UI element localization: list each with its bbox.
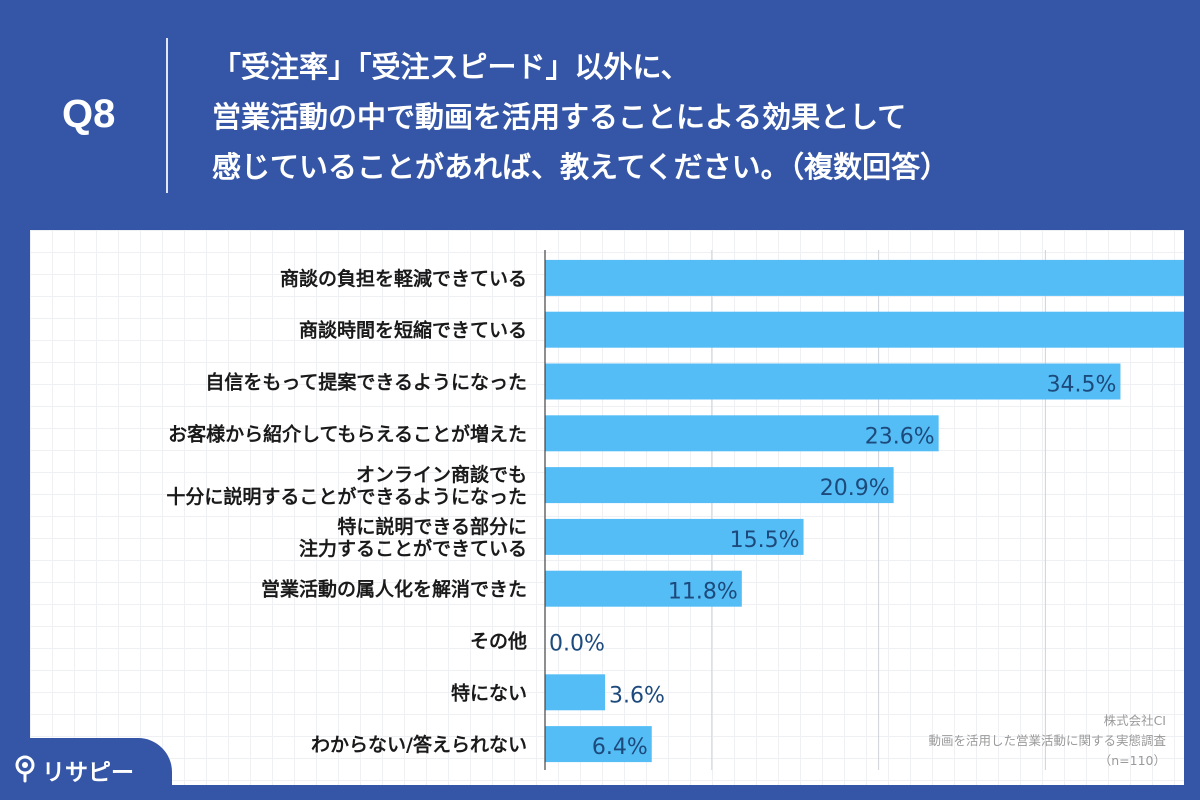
bar — [545, 726, 652, 763]
category-label: 十分に説明することができるようになった — [166, 485, 527, 508]
logo-text: リサピー — [42, 760, 134, 786]
bar-value-label: 11.8% — [668, 580, 738, 605]
category-label: 特にない — [451, 682, 527, 704]
bar-value-label: 42.7% — [1183, 321, 1184, 346]
bar — [545, 311, 1184, 348]
logo: リサピー — [0, 738, 172, 800]
category-label: 自信をもって提案できるようになった — [205, 371, 527, 394]
question-line-1: 「受注率」「受注スピード」以外に、 — [212, 50, 690, 84]
category-label: 特に説明できる部分に — [337, 515, 527, 538]
question-number: Q8 — [62, 92, 116, 136]
bar-value-label: 0.0% — [549, 632, 605, 657]
bar-value-label: 34.5% — [1047, 373, 1117, 398]
category-label: 営業活動の属人化を解消できた — [261, 578, 527, 601]
bar-value-label: 6.4% — [592, 735, 648, 760]
header: Q8 「受注率」「受注スピード」以外に、 営業活動の中で動画を活用することによる… — [0, 0, 1200, 230]
bar — [545, 415, 939, 452]
source-note: 株式会社CI 動画を活用した営業活動に関する実態調査 （n=110） — [766, 711, 1166, 771]
question-text: 「受注率」「受注スピード」以外に、 営業活動の中で動画を活用することによる効果と… — [212, 42, 949, 192]
bar-value-label: 15.5% — [730, 528, 800, 553]
bar-value-label: 3.6% — [609, 683, 665, 708]
category-label: 商談の負担を軽減できている — [280, 267, 527, 290]
category-label: オンライン商談でも — [356, 463, 527, 486]
source-survey: 動画を活用した営業活動に関する実態調査 — [928, 733, 1166, 748]
map-pin-icon — [15, 755, 35, 783]
question-line-2: 営業活動の中で動画を活用することによる効果として — [212, 100, 907, 134]
bar — [545, 467, 894, 504]
bar — [545, 570, 742, 607]
category-label: その他 — [470, 630, 527, 653]
bar-chart: 44.5%商談の負担を軽減できている42.7%商談時間を短縮できている34.5%… — [166, 250, 1184, 770]
source-company: 株式会社CI — [1103, 713, 1166, 728]
header-divider — [166, 38, 168, 193]
chart-panel: 44.5%商談の負担を軽減できている42.7%商談時間を短縮できている34.5%… — [30, 230, 1184, 785]
bar-value-label: 20.9% — [820, 476, 890, 501]
bar — [545, 518, 804, 555]
category-label: 商談時間を短縮できている — [299, 319, 527, 342]
category-label: わからない/答えられない — [311, 733, 527, 756]
bar — [545, 674, 606, 711]
source-sample-size: （n=110） — [1098, 753, 1166, 768]
bar — [545, 363, 1121, 400]
category-label: お客様から紹介してもらえることが増えた — [168, 422, 527, 445]
category-label: 注力することができている — [299, 537, 527, 560]
bar-value-label: 23.6% — [865, 424, 935, 449]
question-line-3: 感じていることがあれば、教えてください。（複数回答） — [212, 150, 950, 184]
bar — [545, 259, 1184, 296]
